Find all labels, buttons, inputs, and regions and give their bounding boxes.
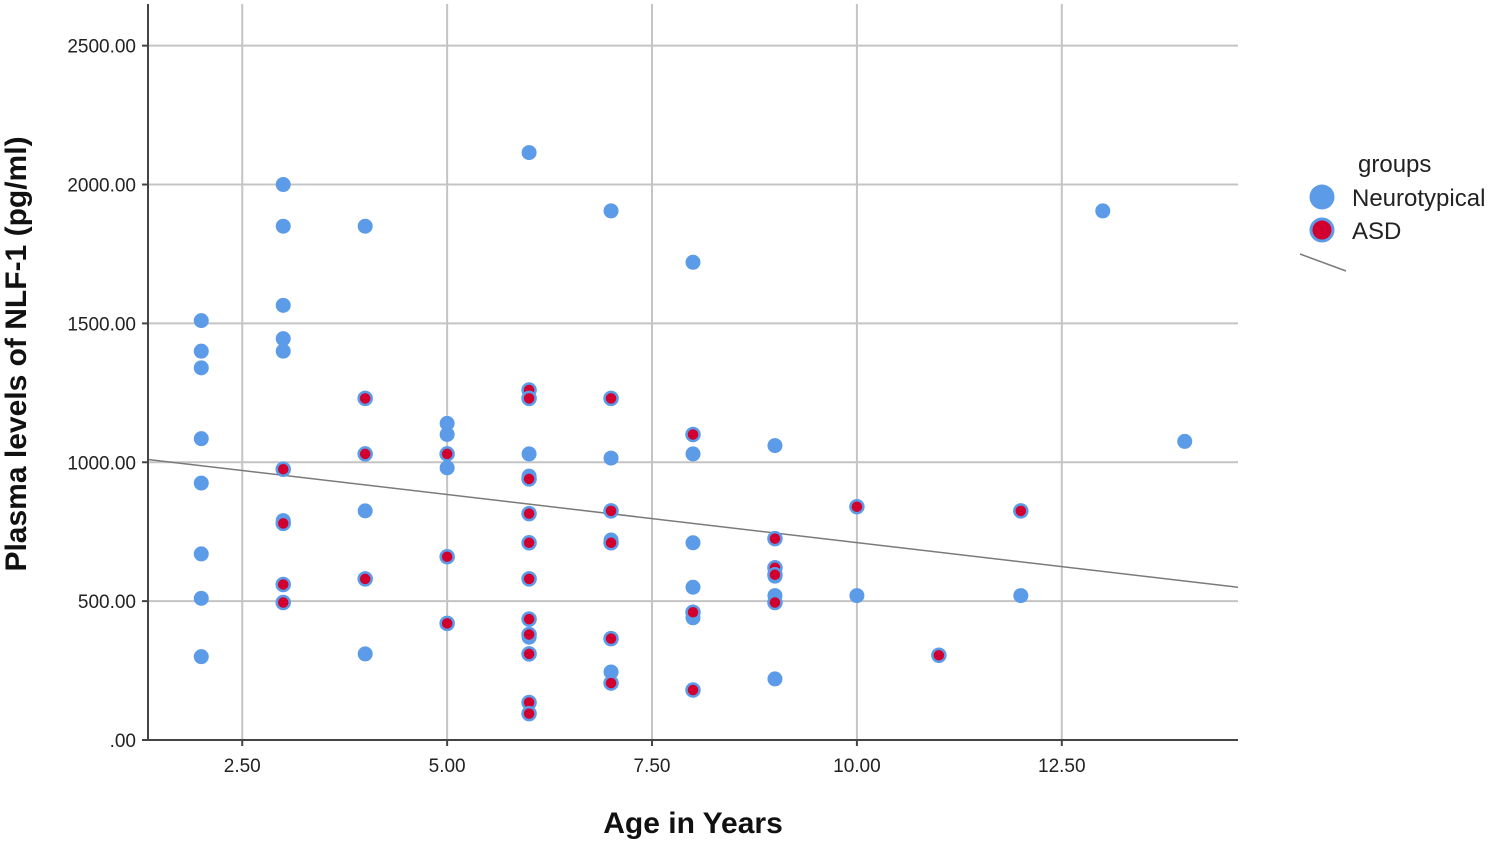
legend-neurotypical-swatch bbox=[1309, 184, 1335, 210]
asd-point bbox=[521, 646, 537, 662]
asd-point bbox=[357, 571, 373, 587]
neurotypical-point bbox=[193, 475, 209, 491]
neurotypical-point bbox=[521, 446, 537, 462]
neurotypical-point bbox=[275, 218, 291, 234]
asd-point bbox=[1013, 503, 1029, 519]
x-tick-label: 10.00 bbox=[833, 756, 881, 777]
asd-point bbox=[521, 705, 537, 722]
neurotypical-point bbox=[603, 664, 619, 680]
neurotypical-point bbox=[603, 450, 619, 466]
neurotypical-point bbox=[193, 590, 209, 606]
fit-line-layer bbox=[147, 458, 1239, 588]
neurotypical-point bbox=[849, 588, 865, 604]
asd-point bbox=[767, 566, 783, 583]
fit-line bbox=[147, 458, 1239, 588]
legend-title: groups bbox=[1358, 151, 1431, 178]
y-axis-title: Plasma levels of NLF-1 (pg/ml) bbox=[0, 136, 33, 571]
x-tick-label: 12.50 bbox=[1038, 756, 1086, 777]
asd-point bbox=[521, 611, 537, 627]
grid-lines bbox=[148, 4, 1238, 740]
neurotypical-point bbox=[193, 431, 209, 447]
neurotypical-point bbox=[193, 546, 209, 562]
neurotypical-point bbox=[193, 313, 209, 329]
neurotypical-point bbox=[275, 177, 291, 193]
asd-point bbox=[439, 446, 455, 462]
neurotypical-point bbox=[685, 446, 701, 462]
neurotypical-point bbox=[767, 671, 783, 687]
asd-point bbox=[275, 594, 291, 611]
legend-entries: Neurotypical ASD bbox=[1309, 184, 1485, 245]
asd-point bbox=[521, 390, 537, 407]
neurotypical-point bbox=[521, 145, 537, 161]
y-tick-label: 2500.00 bbox=[67, 37, 136, 58]
asd-point bbox=[275, 461, 291, 477]
neurotypical-point bbox=[685, 254, 701, 270]
neurotypical-point bbox=[357, 646, 373, 662]
legend-entry-label: ASD bbox=[1352, 218, 1401, 245]
legend-asd-swatch bbox=[1309, 217, 1335, 243]
neurotypical-point bbox=[1013, 588, 1029, 604]
asd-point bbox=[521, 626, 537, 643]
neurotypical-point bbox=[275, 331, 291, 347]
asd-point bbox=[603, 503, 619, 519]
y-tick-label: 1000.00 bbox=[67, 453, 136, 474]
asd-point bbox=[357, 390, 373, 407]
y-tick-label: 500.00 bbox=[78, 592, 136, 613]
neurotypical-point bbox=[1177, 433, 1193, 449]
asd-point bbox=[275, 576, 291, 593]
neurotypical-point bbox=[357, 503, 373, 519]
neurotypical-point bbox=[685, 535, 701, 551]
x-tick-label: 7.50 bbox=[634, 756, 671, 777]
neurotypical-point bbox=[439, 460, 455, 476]
asd-point bbox=[849, 498, 865, 515]
neurotypical-point bbox=[685, 579, 701, 595]
asd-point bbox=[603, 675, 619, 691]
y-tick-label: .00 bbox=[110, 731, 136, 752]
neurotypical-point bbox=[439, 426, 455, 442]
asd-point bbox=[685, 682, 701, 698]
asd-point bbox=[603, 630, 619, 647]
asd-point bbox=[767, 530, 783, 547]
neurotypical-point bbox=[439, 415, 455, 431]
asd-point bbox=[685, 426, 701, 443]
asd-point bbox=[685, 604, 701, 620]
asd-point bbox=[521, 535, 537, 551]
neurotypical-point bbox=[357, 218, 373, 234]
neurotypical-point bbox=[193, 343, 209, 359]
asd-point bbox=[603, 390, 619, 407]
asd-point bbox=[439, 548, 455, 565]
asd-point bbox=[521, 471, 537, 487]
legend: groups Neurotypical ASD bbox=[1299, 151, 1485, 272]
asd-point bbox=[275, 515, 291, 532]
asd-point bbox=[439, 615, 455, 632]
y-tick-label: 2000.00 bbox=[67, 176, 136, 197]
neurotypical-point bbox=[603, 203, 619, 219]
asd-point bbox=[603, 535, 619, 551]
x-tick-label: 2.50 bbox=[224, 756, 261, 777]
asd-point bbox=[767, 594, 783, 611]
asd-point bbox=[521, 505, 537, 522]
x-axis-title: Age in Years bbox=[603, 807, 783, 840]
neurotypical-point bbox=[193, 360, 209, 376]
data-points bbox=[193, 145, 1193, 722]
axes bbox=[142, 4, 1238, 746]
neurotypical-point bbox=[767, 438, 783, 454]
x-tick-label: 5.00 bbox=[429, 756, 466, 777]
neurotypical-point bbox=[1095, 203, 1111, 219]
legend-fit-line-sample bbox=[1299, 253, 1347, 272]
neurotypical-point bbox=[275, 343, 291, 359]
asd-point bbox=[357, 446, 373, 462]
y-tick-label: 1500.00 bbox=[67, 314, 136, 335]
neurotypical-point bbox=[275, 297, 291, 313]
asd-point bbox=[931, 647, 947, 664]
tick-labels: 2.50 5.00 7.50 10.00 12.50 .00 500.00 1000.00 15… bbox=[67, 37, 1085, 777]
neurotypical-point bbox=[193, 649, 209, 665]
legend-entry-label: Neurotypical bbox=[1352, 185, 1485, 212]
asd-point bbox=[521, 571, 537, 587]
